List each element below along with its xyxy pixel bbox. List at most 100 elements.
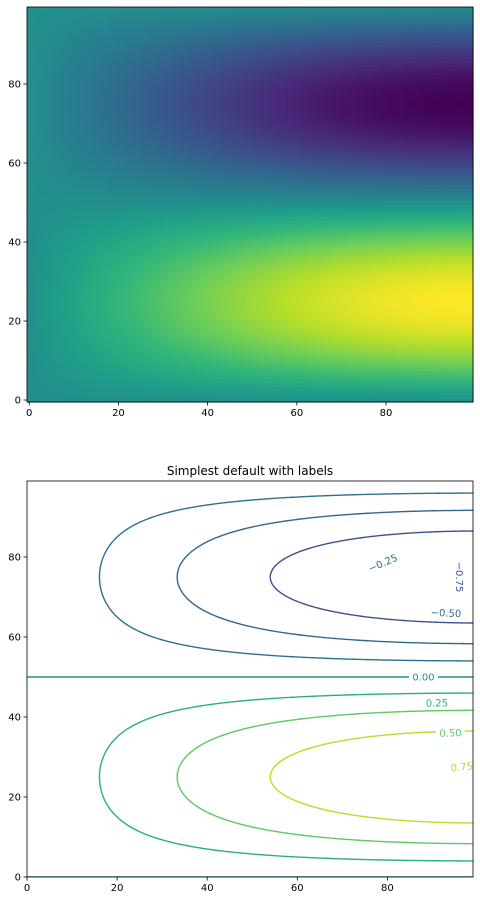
heatmap-cell	[379, 303, 385, 308]
heatmap-cell	[330, 370, 336, 375]
heatmap-cell	[446, 342, 452, 348]
heatmap-cell	[223, 259, 229, 265]
heatmap-cell	[205, 275, 211, 281]
heatmap-cell	[80, 263, 86, 269]
heatmap-cell	[93, 232, 99, 237]
heatmap-cell	[40, 212, 46, 217]
heatmap-cell	[455, 267, 461, 273]
heatmap-cell	[71, 338, 77, 344]
heatmap-cell	[415, 232, 421, 237]
heatmap-cell	[160, 204, 166, 210]
heatmap-cell	[67, 244, 73, 249]
heatmap-cell	[116, 244, 122, 249]
heatmap-cell	[459, 271, 465, 277]
heatmap-cell	[192, 390, 198, 395]
heatmap-cell	[294, 394, 300, 399]
heatmap-cell	[142, 228, 149, 233]
heatmap-cell	[44, 398, 50, 403]
heatmap-cell	[116, 342, 122, 348]
heatmap-cell	[116, 390, 122, 395]
heatmap-cell	[272, 326, 278, 332]
heatmap-cell	[223, 319, 229, 324]
heatmap-cell	[169, 287, 175, 292]
heatmap-cell	[464, 251, 470, 257]
heatmap-cell	[464, 319, 470, 324]
heatmap-cell	[31, 271, 37, 277]
heatmap-cell	[432, 212, 438, 217]
heatmap-cell	[80, 315, 86, 320]
heatmap-cell	[254, 346, 260, 352]
heatmap-cell	[93, 299, 99, 304]
heatmap-cell	[307, 303, 314, 308]
heatmap-cell	[397, 303, 403, 308]
heatmap-cell	[334, 291, 340, 296]
heatmap-cell	[165, 228, 171, 233]
heatmap-cell	[258, 259, 264, 265]
heatmap-cell	[388, 232, 394, 237]
heatmap-cell	[446, 398, 452, 403]
heatmap-cell	[98, 283, 104, 289]
heatmap-cell	[352, 354, 358, 360]
heatmap-cell	[374, 224, 380, 229]
heatmap-cell	[192, 259, 198, 265]
heatmap-cell	[432, 374, 438, 379]
heatmap-cell	[383, 315, 389, 320]
heatmap-cell	[325, 350, 331, 356]
heatmap-cell	[58, 330, 64, 336]
heatmap-cell	[93, 251, 99, 257]
heatmap-cell	[98, 303, 104, 308]
heatmap-cell	[423, 236, 429, 241]
heatmap-cell	[31, 299, 37, 304]
heatmap-cell	[348, 366, 354, 371]
heatmap-cell	[129, 259, 135, 265]
heatmap-cell	[232, 240, 238, 245]
heatmap-cell	[392, 366, 398, 371]
heatmap-cell	[67, 220, 73, 225]
heatmap-cell	[147, 350, 153, 356]
heatmap-cell	[76, 232, 82, 237]
heatmap-cell	[209, 204, 215, 210]
heatmap-cell	[35, 394, 41, 399]
heatmap-cell	[348, 247, 354, 253]
heatmap-cell	[321, 390, 327, 395]
heatmap-cell	[374, 291, 380, 296]
heatmap-cell	[401, 315, 407, 320]
heatmap-cell	[76, 354, 82, 360]
heatmap-cell	[455, 263, 461, 269]
heatmap-cell	[147, 370, 153, 375]
heatmap-cell	[138, 350, 144, 356]
heatmap-cell	[285, 366, 291, 371]
heatmap-cell	[397, 216, 403, 221]
heatmap-cell	[459, 326, 465, 332]
heatmap-cell	[178, 236, 184, 241]
heatmap-cell	[71, 378, 77, 383]
heatmap-cell	[423, 291, 429, 296]
heatmap-cell	[102, 315, 108, 320]
heatmap-cell	[388, 326, 394, 332]
heatmap-cell	[352, 255, 358, 261]
heatmap-cell	[321, 362, 327, 368]
heatmap-cell	[236, 259, 242, 265]
heatmap-cell	[379, 251, 385, 257]
heatmap-cell	[406, 224, 412, 229]
heatmap-cell	[196, 228, 202, 233]
heatmap-cell	[205, 394, 211, 399]
heatmap-cell	[357, 350, 363, 356]
heatmap-cell	[250, 283, 256, 289]
heatmap-cell	[129, 394, 135, 399]
heatmap-cell	[365, 394, 372, 399]
heatmap-cell	[312, 279, 318, 285]
heatmap-cell	[392, 220, 398, 225]
heatmap-cell	[49, 224, 55, 229]
heatmap-cell	[138, 378, 144, 383]
heatmap-cell	[196, 216, 202, 221]
heatmap-cell	[432, 319, 438, 324]
heatmap-cell	[455, 346, 461, 352]
heatmap-cell	[178, 330, 184, 336]
heatmap-cell	[281, 255, 287, 261]
heatmap-cell	[84, 259, 91, 265]
heatmap-cell	[321, 311, 327, 316]
heatmap-cell	[93, 220, 99, 225]
heatmap-cell	[334, 374, 340, 379]
heatmap-cell	[410, 212, 416, 217]
